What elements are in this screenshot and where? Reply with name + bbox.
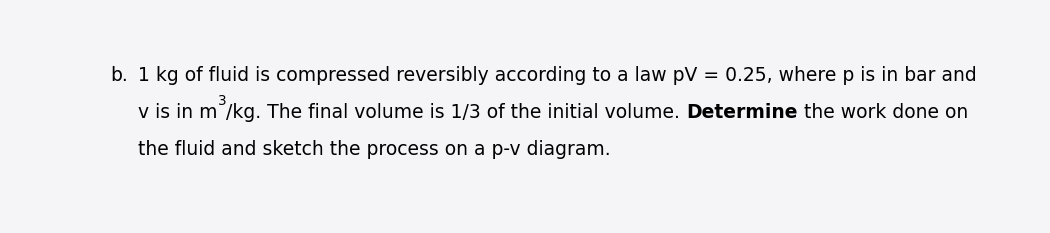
Text: /kg. The final volume is 1/3 of the initial volume.: /kg. The final volume is 1/3 of the init…	[226, 103, 686, 122]
Text: 3: 3	[217, 94, 226, 108]
Text: v is in m: v is in m	[138, 103, 217, 122]
Text: the fluid and sketch the process on a p-v diagram.: the fluid and sketch the process on a p-…	[138, 140, 611, 159]
Text: b.: b.	[110, 66, 128, 85]
Text: 1 kg of fluid is compressed reversibly according to a law pV = 0.25, where p is : 1 kg of fluid is compressed reversibly a…	[138, 66, 976, 85]
Text: Determine: Determine	[686, 103, 798, 122]
Text: the work done on: the work done on	[798, 103, 968, 122]
